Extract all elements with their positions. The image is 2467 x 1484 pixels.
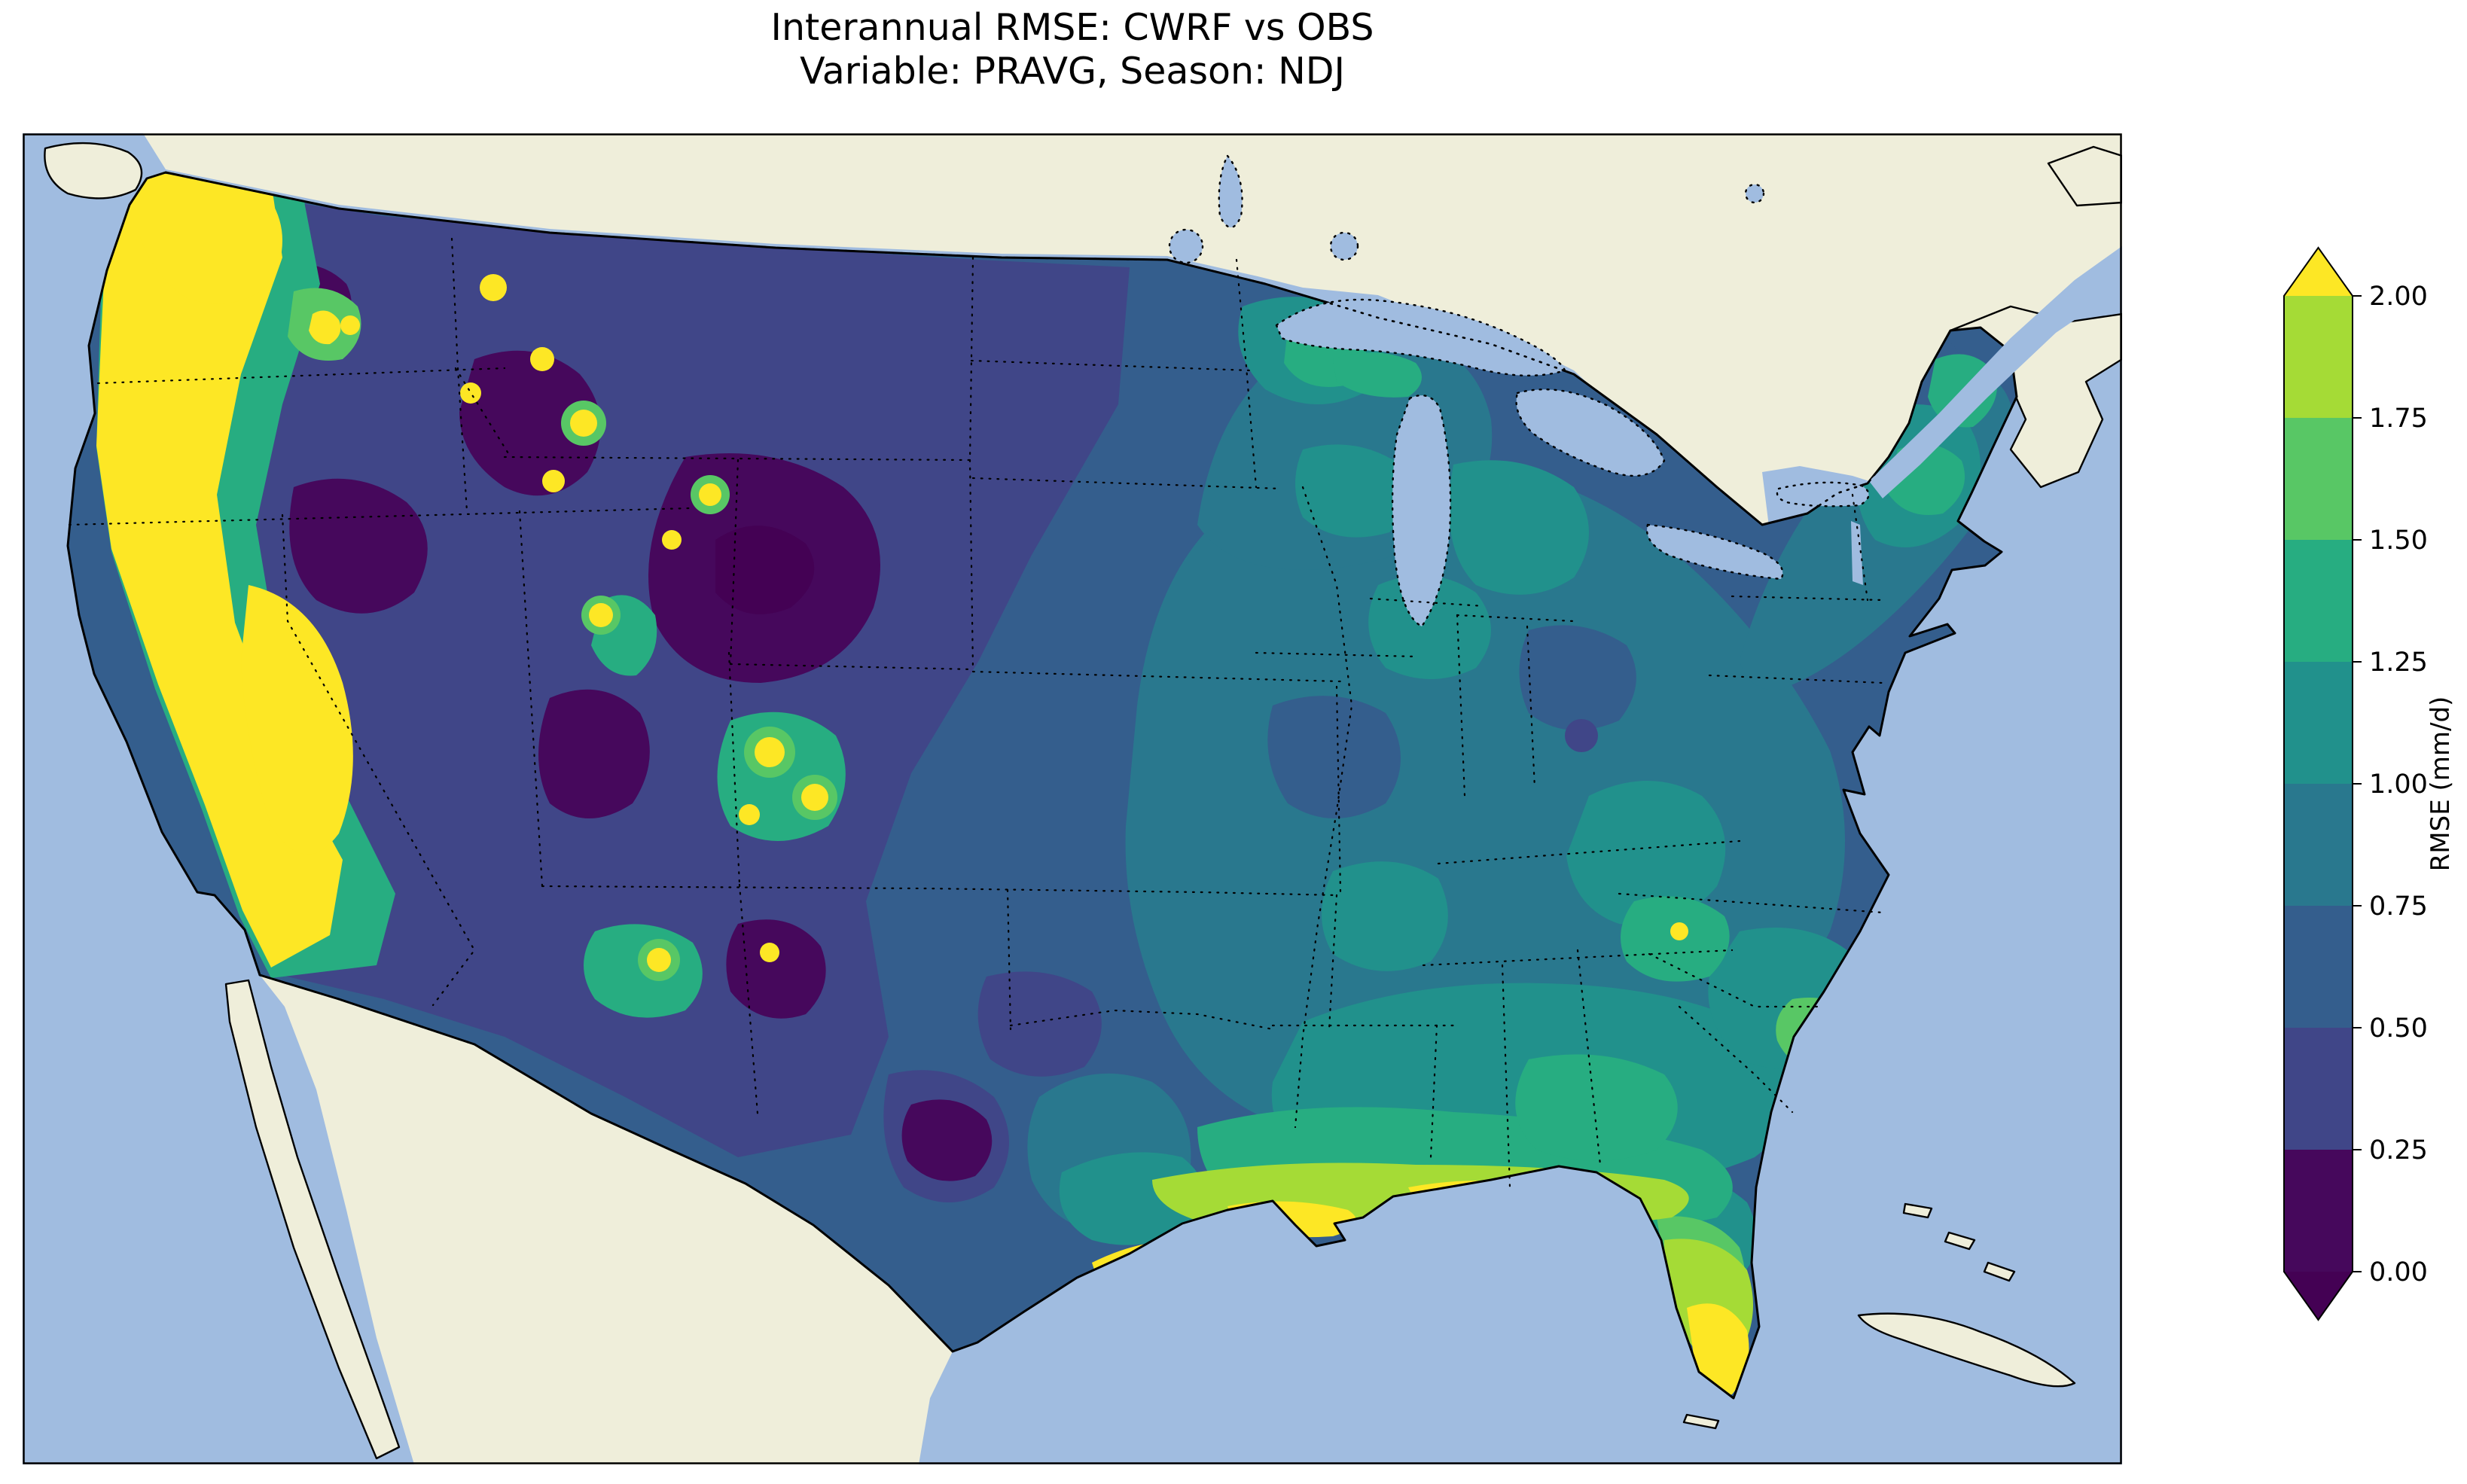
lake-michigan — [1391, 395, 1452, 628]
figure-title: Interannual RMSE: CWRF vs OBS Variable: … — [23, 6, 2122, 93]
florida-keys — [1682, 1413, 1720, 1430]
st-lawrence-river — [1869, 246, 2122, 498]
map-canvas — [23, 133, 2122, 1464]
newfoundland-island — [2047, 145, 2122, 207]
colorbar-tick-label: 0.50 — [2369, 1013, 2428, 1044]
vancouver-island — [44, 142, 143, 200]
lake-huron — [1515, 389, 1666, 477]
colorbar-band — [2284, 784, 2353, 906]
colorbar-tick-label: 0.25 — [2369, 1135, 2428, 1166]
colorbar-tick-label: 1.25 — [2369, 648, 2428, 678]
canada-landmass — [143, 133, 2122, 532]
colorbar-band — [2284, 662, 2353, 784]
lake-winnipeg — [1218, 154, 1243, 229]
colorbar-tick-label: 1.50 — [2369, 526, 2428, 556]
colorbar-band — [2284, 296, 2353, 418]
rmse-field — [96, 172, 2012, 1395]
colorbar-tick-label: 0.00 — [2369, 1257, 2428, 1287]
lake-erie — [1645, 523, 1784, 580]
colorbar-band — [2284, 1150, 2353, 1272]
conus-region — [66, 171, 2018, 1400]
colorbar-tick-label: 1.75 — [2369, 404, 2428, 434]
baja-peninsula — [224, 979, 401, 1460]
field-mountain-specks — [340, 274, 1688, 981]
non-us-landmasses — [44, 133, 2122, 1464]
colorbar-tick-labels: 2.00 1.75 1.50 1.25 1.00 0.75 0.50 0.25 … — [2369, 282, 2428, 1287]
caribbean-islands — [1682, 1202, 2076, 1430]
colorbar-band — [2284, 906, 2353, 1028]
colorbar-band — [2284, 1028, 2353, 1150]
colorbar-band — [2284, 540, 2353, 662]
bahamas-island-2 — [1944, 1231, 1976, 1251]
state-borders — [68, 237, 1884, 1189]
lake-ontario — [1776, 481, 1870, 507]
figure-title-line1: Interannual RMSE: CWRF vs OBS — [770, 6, 1374, 49]
lake-champlain — [1851, 521, 1863, 585]
colorbar-band — [2284, 418, 2353, 540]
country-borders — [164, 171, 1952, 1353]
colorbar-ticks — [2353, 295, 2362, 1272]
map-frame — [23, 133, 2122, 1464]
colorbar-title: RMSE (mm/d) — [2426, 696, 2456, 872]
us-canada-border — [164, 171, 1952, 526]
field-high-coast — [96, 172, 395, 978]
bahamas-island-3 — [1983, 1261, 2016, 1282]
colorbar-tick-label: 0.75 — [2369, 891, 2428, 922]
canada-lake-small — [1744, 183, 1765, 204]
bahamas-island-1 — [1902, 1202, 1933, 1219]
lake-of-the-woods — [1168, 228, 1204, 264]
figure-title-line2: Variable: PRAVG, Season: NDJ — [800, 50, 1345, 93]
mexico-landmass — [260, 975, 953, 1464]
canada-waters — [1168, 154, 2122, 585]
colorbar-arrow-over — [2284, 248, 2353, 296]
lake-nipigon — [1329, 231, 1359, 261]
cuba-island — [1857, 1312, 2076, 1388]
colorbar: 2.00 1.75 1.50 1.25 1.00 0.75 0.50 0.25 … — [2283, 246, 2456, 1321]
great-lakes — [1275, 298, 1870, 628]
colorbar-arrow-under — [2284, 1272, 2353, 1320]
colorbar-tick-label: 2.00 — [2369, 282, 2428, 312]
us-mexico-border — [258, 974, 954, 1353]
colorbar-tick-label: 1.00 — [2369, 769, 2428, 800]
